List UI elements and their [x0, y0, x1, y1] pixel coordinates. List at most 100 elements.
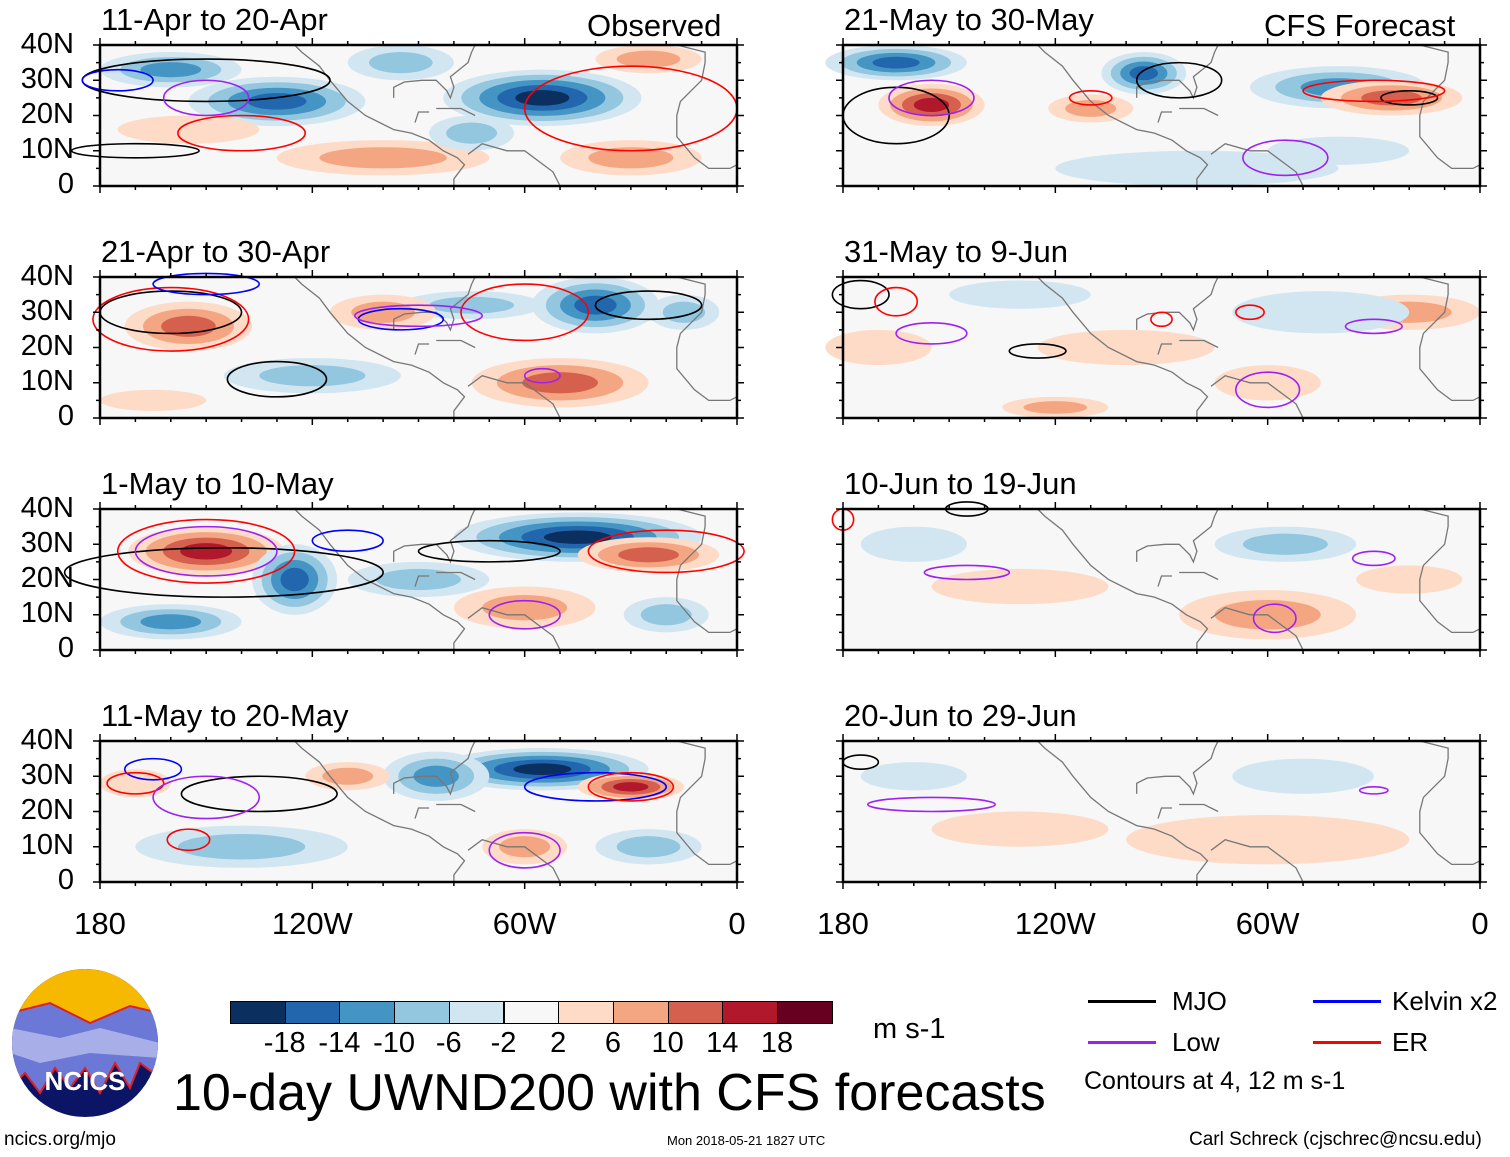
map-panel	[63, 502, 745, 657]
coastline	[1037, 740, 1481, 883]
lat-label: 40N	[20, 492, 74, 524]
anomaly-region	[247, 93, 306, 109]
anomaly-region	[1055, 151, 1338, 186]
contour-er	[116, 518, 296, 584]
lat-label: 30N	[20, 527, 74, 559]
contour-er	[166, 828, 211, 852]
colorbar-box	[722, 1001, 778, 1024]
panel-title: 10-Jun to 19-Jun	[844, 466, 1077, 501]
contour-low	[895, 322, 968, 345]
lon-label: 120W	[271, 906, 353, 941]
footer-url[interactable]: ncics.org/mjo	[4, 1129, 116, 1150]
map-panel	[843, 270, 1487, 425]
anomaly-region	[613, 782, 648, 791]
anomaly-region	[1023, 401, 1087, 414]
contour-low	[354, 304, 484, 328]
anomaly-region	[1232, 759, 1374, 794]
coastline	[294, 740, 738, 883]
contour-er	[1068, 90, 1113, 106]
anomaly-region	[931, 812, 1108, 847]
anomaly-region	[1038, 330, 1215, 365]
colorbar-box	[503, 1001, 560, 1024]
anomaly-region	[513, 763, 571, 775]
colorbar-label: 6	[604, 1027, 621, 1059]
colorbar-label: -6	[435, 1027, 462, 1059]
legend-line-low	[1088, 1041, 1156, 1044]
contour-er	[1302, 79, 1446, 103]
colorbar-box	[558, 1001, 614, 1024]
contour-low	[1252, 603, 1297, 634]
lat-label: 10N	[20, 133, 74, 165]
anomaly-region	[544, 530, 612, 543]
lat-label: 10N	[20, 829, 74, 861]
panel-title: 21-Apr to 30-Apr	[101, 234, 331, 269]
contour-low	[488, 831, 561, 869]
colorbar-box	[777, 1001, 833, 1024]
colorbar-label: -14	[318, 1027, 361, 1059]
anomaly-region	[180, 543, 232, 559]
figure-title: 10-day UWND200 with CFS forecasts	[173, 1064, 1046, 1122]
contour-mjo	[417, 539, 561, 563]
lat-label: 20N	[20, 562, 74, 594]
colorbar-label: 2	[550, 1027, 567, 1059]
colorbar-label: -10	[373, 1027, 416, 1059]
legend-label-er: ER	[1392, 1027, 1429, 1057]
lon-label: 60W	[492, 906, 557, 941]
anomaly-region	[1232, 291, 1409, 333]
map-panel	[836, 734, 1487, 889]
panel-title: 21-May to 30-May	[844, 2, 1094, 37]
lat-label: 20N	[20, 98, 74, 130]
anomaly-region	[663, 302, 705, 323]
anomaly-region	[588, 147, 673, 168]
lat-label: 40N	[20, 260, 74, 292]
contour-kelvin	[123, 757, 183, 781]
anomaly-region	[914, 98, 949, 112]
panel-title: 20-Jun to 29-Jun	[844, 698, 1077, 733]
contour-mjo	[180, 775, 338, 813]
contour-low	[923, 564, 1011, 581]
legend-label-kelvin: Kelvin x2	[1392, 986, 1498, 1016]
contour-er	[1235, 304, 1265, 321]
colorbar-box	[394, 1001, 450, 1024]
footer-author: Carl Schreck (cjschrec@ncsu.edu)	[1189, 1129, 1482, 1150]
contour-low	[488, 599, 561, 630]
forecast-header: CFS Forecast	[1264, 8, 1456, 43]
contour-er	[587, 529, 745, 574]
lat-label: 10N	[20, 597, 74, 629]
anomaly-region	[100, 769, 171, 797]
colorbar-units: m s-1	[873, 1013, 946, 1045]
legend-line-er	[1313, 1041, 1381, 1044]
anomaly-region	[376, 569, 461, 590]
anomaly-region	[259, 365, 365, 386]
lat-label: 30N	[20, 295, 74, 327]
anomaly-region	[1130, 66, 1158, 80]
lon-label: 180	[74, 906, 126, 941]
colorbar-label: 18	[760, 1027, 794, 1059]
contour-low	[134, 525, 278, 577]
contour-mjo	[226, 360, 328, 398]
colorbar-box	[339, 1001, 396, 1024]
colorbar-label: 10	[651, 1027, 684, 1059]
lat-label: 20N	[20, 794, 74, 826]
legend-label-mjo: MJO	[1172, 986, 1227, 1016]
anomaly-region	[1126, 815, 1409, 864]
anomaly-region	[280, 568, 308, 592]
lat-label: 30N	[20, 759, 74, 791]
anomaly-region	[140, 62, 201, 77]
colorbar-box	[448, 1001, 505, 1024]
coastline	[1037, 276, 1481, 419]
contour-mjo	[1008, 343, 1067, 359]
anomaly-region	[118, 116, 260, 144]
contour-er	[460, 283, 590, 342]
observed-header: Observed	[587, 8, 722, 43]
map-panel	[843, 38, 1487, 193]
panel-title: 31-May to 9-Jun	[844, 234, 1068, 269]
lat-label: 40N	[20, 28, 74, 60]
lon-label: 0	[728, 906, 746, 941]
colorbar-box	[667, 1001, 724, 1024]
anomaly-region	[369, 52, 433, 73]
lon-label: 180	[817, 906, 869, 941]
lat-label: 40N	[20, 724, 74, 756]
contour-kelvin	[523, 771, 668, 802]
contour-low	[1344, 318, 1403, 335]
